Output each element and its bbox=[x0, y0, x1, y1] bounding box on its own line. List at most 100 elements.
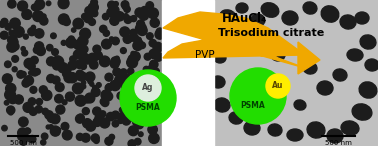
Text: Ag: Ag bbox=[142, 84, 154, 93]
Ellipse shape bbox=[294, 100, 306, 110]
Circle shape bbox=[148, 125, 157, 134]
Circle shape bbox=[115, 75, 124, 85]
Circle shape bbox=[138, 26, 147, 35]
Circle shape bbox=[109, 134, 115, 140]
Circle shape bbox=[4, 101, 9, 105]
Circle shape bbox=[149, 10, 153, 14]
Circle shape bbox=[155, 30, 164, 39]
Circle shape bbox=[110, 16, 119, 25]
Circle shape bbox=[58, 0, 69, 9]
Circle shape bbox=[110, 37, 114, 41]
Circle shape bbox=[85, 72, 95, 82]
Circle shape bbox=[111, 6, 119, 14]
Text: HAuCl₄: HAuCl₄ bbox=[222, 12, 267, 25]
Circle shape bbox=[131, 51, 135, 55]
Circle shape bbox=[88, 53, 98, 63]
Circle shape bbox=[153, 100, 162, 109]
Circle shape bbox=[7, 42, 17, 52]
Circle shape bbox=[40, 140, 46, 145]
Circle shape bbox=[31, 56, 38, 64]
Circle shape bbox=[88, 19, 96, 25]
Circle shape bbox=[18, 128, 28, 138]
Circle shape bbox=[79, 53, 89, 63]
Ellipse shape bbox=[341, 121, 359, 135]
Circle shape bbox=[76, 133, 84, 140]
Circle shape bbox=[13, 26, 24, 37]
Circle shape bbox=[105, 84, 112, 91]
Ellipse shape bbox=[333, 69, 347, 81]
Circle shape bbox=[77, 22, 81, 27]
Circle shape bbox=[128, 140, 136, 146]
Circle shape bbox=[18, 134, 24, 140]
Circle shape bbox=[127, 57, 138, 68]
Circle shape bbox=[10, 18, 20, 29]
Text: PVP: PVP bbox=[195, 50, 215, 60]
Circle shape bbox=[1, 18, 8, 25]
Circle shape bbox=[25, 128, 31, 134]
Circle shape bbox=[138, 24, 146, 32]
Circle shape bbox=[73, 83, 83, 94]
Ellipse shape bbox=[261, 3, 279, 17]
Circle shape bbox=[19, 117, 28, 127]
Circle shape bbox=[67, 73, 77, 83]
Circle shape bbox=[62, 130, 72, 140]
Circle shape bbox=[110, 59, 119, 68]
Circle shape bbox=[47, 74, 55, 83]
Circle shape bbox=[33, 11, 43, 22]
Circle shape bbox=[99, 56, 110, 67]
Circle shape bbox=[5, 24, 11, 30]
Circle shape bbox=[50, 126, 60, 136]
Circle shape bbox=[112, 37, 119, 45]
Circle shape bbox=[104, 92, 113, 101]
Circle shape bbox=[63, 18, 70, 26]
Circle shape bbox=[41, 14, 46, 19]
Circle shape bbox=[17, 1, 28, 11]
Circle shape bbox=[100, 25, 107, 33]
Circle shape bbox=[113, 68, 121, 76]
Circle shape bbox=[22, 9, 32, 19]
Circle shape bbox=[76, 114, 84, 123]
Circle shape bbox=[30, 86, 37, 93]
Circle shape bbox=[82, 13, 88, 20]
Circle shape bbox=[135, 75, 161, 101]
Ellipse shape bbox=[321, 6, 339, 22]
Circle shape bbox=[52, 49, 58, 55]
Circle shape bbox=[94, 138, 99, 143]
Circle shape bbox=[138, 132, 143, 137]
Circle shape bbox=[66, 37, 76, 48]
Circle shape bbox=[149, 49, 158, 59]
Circle shape bbox=[24, 58, 34, 68]
Circle shape bbox=[28, 63, 35, 70]
Ellipse shape bbox=[359, 82, 377, 98]
Circle shape bbox=[23, 34, 28, 39]
Circle shape bbox=[36, 46, 45, 55]
Circle shape bbox=[115, 69, 121, 76]
Circle shape bbox=[46, 57, 56, 66]
Circle shape bbox=[89, 2, 98, 12]
Text: Trisodium citrate: Trisodium citrate bbox=[218, 28, 324, 38]
Circle shape bbox=[22, 50, 28, 56]
Circle shape bbox=[33, 47, 40, 53]
Circle shape bbox=[123, 35, 132, 43]
Ellipse shape bbox=[236, 3, 248, 13]
Ellipse shape bbox=[251, 14, 265, 26]
Ellipse shape bbox=[214, 98, 230, 112]
Circle shape bbox=[120, 27, 130, 37]
Circle shape bbox=[154, 90, 162, 98]
Circle shape bbox=[101, 99, 109, 107]
Circle shape bbox=[230, 68, 286, 124]
Circle shape bbox=[85, 6, 93, 15]
Text: PSMA: PSMA bbox=[241, 100, 265, 110]
Ellipse shape bbox=[268, 124, 282, 136]
Circle shape bbox=[90, 82, 94, 86]
Circle shape bbox=[129, 36, 134, 41]
Ellipse shape bbox=[211, 76, 225, 88]
Circle shape bbox=[135, 8, 144, 17]
Circle shape bbox=[91, 61, 95, 65]
Circle shape bbox=[45, 111, 53, 119]
Circle shape bbox=[130, 16, 136, 22]
Circle shape bbox=[147, 92, 156, 101]
Circle shape bbox=[49, 125, 53, 129]
Bar bbox=[162, 0, 214, 146]
Circle shape bbox=[135, 81, 141, 87]
